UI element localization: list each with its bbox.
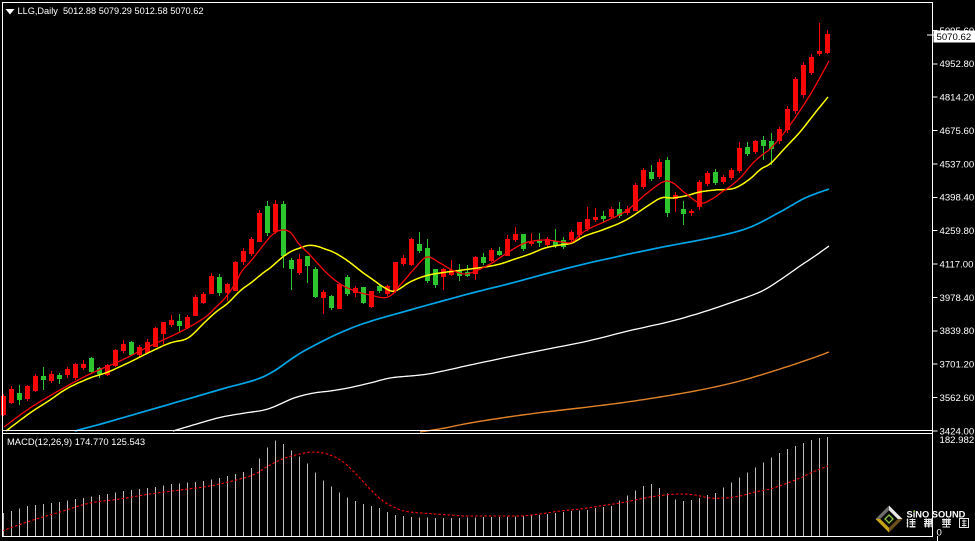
svg-text:LLG,Daily 5012.88 5079.29 501: LLG,Daily 5012.88 5079.29 5012.58 5070.6… (18, 6, 204, 16)
svg-text:4537.00: 4537.00 (940, 159, 975, 170)
svg-text:4259.80: 4259.80 (940, 226, 975, 237)
svg-text:4117.00: 4117.00 (940, 259, 974, 270)
svg-text:3839.80: 3839.80 (940, 326, 975, 337)
svg-text:4814.20: 4814.20 (940, 93, 975, 104)
svg-text:MACD(12,26,9) 174.770 125.543: MACD(12,26,9) 174.770 125.543 (7, 436, 145, 447)
svg-text:3978.40: 3978.40 (940, 293, 975, 304)
svg-text:4675.60: 4675.60 (940, 126, 975, 137)
svg-text:4398.40: 4398.40 (940, 193, 975, 204)
svg-text:3701.20: 3701.20 (940, 360, 975, 371)
svg-text:SiNO SOUND: SiNO SOUND (907, 510, 966, 520)
svg-text:0: 0 (937, 528, 942, 539)
svg-text:5070.62: 5070.62 (937, 32, 972, 43)
svg-text:4952.80: 4952.80 (940, 59, 975, 70)
svg-text:3562.60: 3562.60 (940, 393, 975, 404)
svg-text:3424.00: 3424.00 (940, 426, 975, 437)
svg-text:182.982: 182.982 (940, 435, 975, 446)
